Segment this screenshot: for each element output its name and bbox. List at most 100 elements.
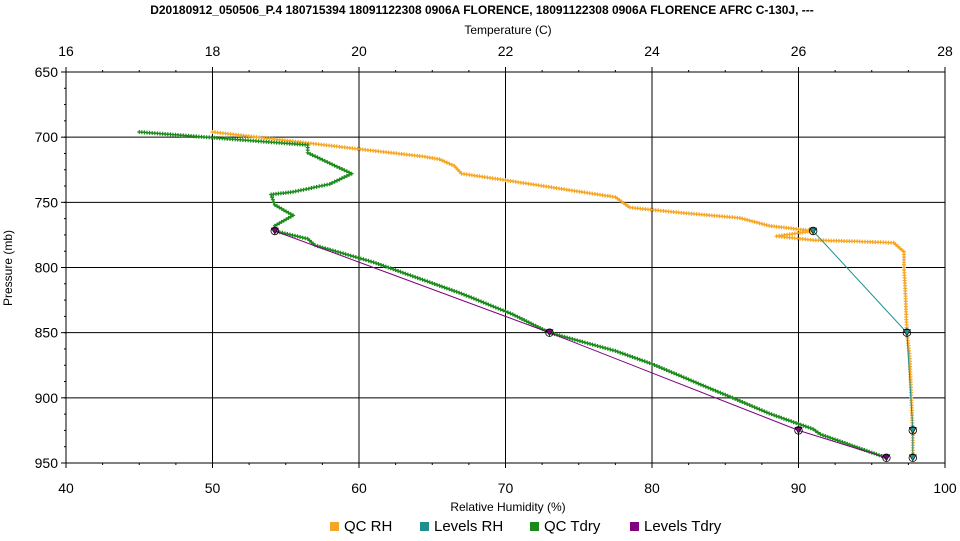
data-point-qc-tdry [526,320,531,325]
data-point-qc-tdry [415,275,420,280]
data-point-qc-rh [437,157,442,162]
data-point-qc-rh [764,223,769,228]
data-point-qc-tdry [816,430,820,435]
data-point-qc-tdry [358,256,363,261]
data-point-qc-tdry [349,171,354,176]
data-point-qc-tdry [652,363,657,367]
data-point-qc-tdry [444,286,449,291]
data-point-qc-tdry [796,421,801,426]
data-point-qc-tdry [735,397,740,402]
data-point-qc-tdry [842,441,847,445]
data-point-qc-tdry [590,342,595,347]
data-point-qc-tdry [315,155,320,160]
bottom-axis-label: Relative Humidity (%) [450,500,565,514]
data-point-qc-tdry [669,370,674,375]
grid-lines [66,72,945,463]
data-point-qc-rh [899,248,904,252]
bottom-tick-label: 80 [644,480,660,496]
data-point-qc-tdry [701,383,706,388]
top-tick-label: 26 [791,43,807,59]
data-point-qc-tdry [330,248,335,253]
top-axis-label: Temperature (C) [464,23,551,37]
level-marker-ring [902,328,912,337]
data-point-levels-rh [908,427,917,434]
data-point-qc-tdry [664,368,669,373]
data-point-qc-tdry [781,416,786,421]
data-point-qc-tdry [640,358,645,363]
data-point-qc-tdry [339,176,344,181]
data-point-qc-tdry [466,294,471,299]
data-point-qc-tdry [391,267,396,272]
data-point-levels-tdry [545,329,554,337]
data-point-qc-tdry [752,405,757,410]
data-point-qc-tdry [440,284,444,289]
data-point-qc-tdry [625,353,630,358]
data-point-qc-tdry [335,164,339,169]
data-point-qc-tdry [447,287,452,292]
data-point-qc-rh [442,159,447,164]
level-marker-ring [545,328,554,337]
data-point-qc-tdry [623,352,628,357]
level-marker-ring [794,426,803,435]
data-point-qc-tdry [310,153,315,158]
data-point-qc-tdry [386,265,391,270]
data-point-qc-tdry [277,221,282,226]
data-point-qc-tdry [718,390,723,395]
data-point-levels-rh [902,329,911,337]
data-point-qc-tdry [454,289,459,294]
data-point-qc-tdry [474,297,479,302]
data-point-qc-tdry [728,394,733,399]
data-point-qc-rh [891,240,896,245]
data-point-qc-tdry [337,177,342,182]
data-point-qc-tdry [786,418,791,423]
data-point-qc-tdry [759,408,764,413]
data-point-qc-tdry [723,392,728,397]
data-point-qc-tdry [364,258,368,263]
data-point-qc-tdry [427,280,432,285]
data-point-qc-tdry [794,421,799,425]
data-point-qc-tdry [308,152,313,156]
data-point-qc-tdry [825,434,830,439]
data-point-qc-tdry [608,347,613,352]
data-point-qc-tdry [595,344,600,348]
data-point-qc-tdry [347,172,352,177]
data-point-qc-tdry [379,262,383,267]
data-point-qc-tdry [517,315,522,320]
data-point-qc-tdry [388,266,393,271]
legend-swatch-qc-rh [330,522,339,531]
data-point-qc-tdry [498,307,503,312]
data-point-qc-rh [621,201,626,206]
data-point-qc-rh [440,158,444,163]
data-point-qc-tdry [496,306,501,311]
data-point-qc-tdry [588,341,592,346]
data-point-qc-tdry [432,282,437,286]
data-point-qc-tdry [346,252,351,257]
data-point-qc-tdry [335,178,339,183]
data-point-qc-tdry [659,366,664,371]
legend-swatch-qc-tdry [530,522,539,531]
data-point-qc-tdry [769,412,774,417]
data-point-qc-tdry [784,417,789,422]
data-point-qc-tdry [270,195,274,200]
data-point-levels-rh [908,454,917,462]
data-point-qc-tdry [637,357,642,362]
data-point-qc-tdry [291,213,296,218]
data-point-qc-tdry [698,382,703,387]
data-point-qc-tdry [635,356,640,361]
data-point-qc-tdry [420,277,425,282]
data-point-qc-tdry [818,432,823,437]
data-point-qc-tdry [330,180,335,185]
data-point-qc-tdry [720,391,725,396]
data-point-qc-tdry [277,205,282,210]
data-point-qc-tdry [381,263,386,268]
data-point-qc-rh [444,160,449,165]
data-point-qc-tdry [286,216,291,220]
data-point-qc-tdry [413,275,418,280]
data-point-qc-tdry [570,337,575,341]
data-point-qc-tdry [679,374,684,379]
y-tick-label: 750 [35,194,59,210]
data-point-qc-tdry [501,308,506,313]
data-point-qc-tdry [383,264,388,269]
data-point-qc-tdry [779,415,784,420]
series-layer [137,130,917,462]
